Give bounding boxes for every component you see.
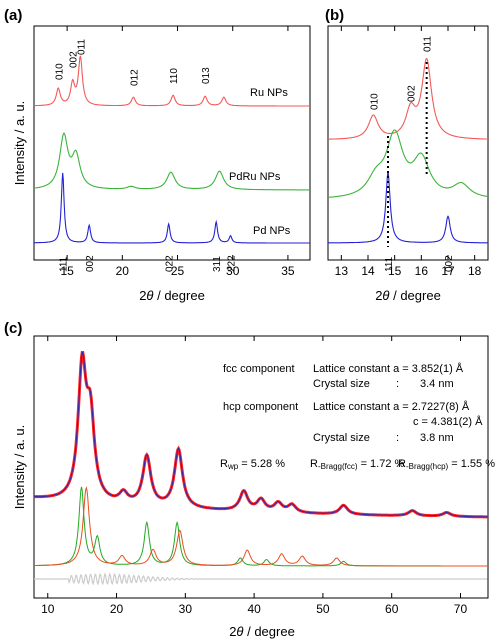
- panel-c-tick-label: 70: [454, 602, 468, 616]
- panel-a-tick-label: 20: [116, 264, 130, 278]
- panel-a-xlabel: 2θ / degree: [139, 288, 205, 303]
- panel-b-peak-010: 010: [369, 93, 380, 110]
- fcc-lattice: Lattice constant a = 3.852(1) Å: [313, 362, 464, 375]
- panel-a-series-pdru: PdRu NPs: [229, 171, 281, 183]
- panel-b-peak-011: 011: [423, 36, 434, 52]
- hcp-lattice-c: c = 4.381(2) Å: [413, 415, 483, 428]
- fcc-size-label: Crystal size: [313, 378, 370, 390]
- panel-c-xlabel-unit: / degree: [243, 624, 294, 639]
- panel-a-curve-0: [34, 55, 310, 107]
- panel-c-ylabel: Intensity / a. u.: [12, 425, 27, 510]
- panel-c-hcp: [34, 485, 488, 567]
- peak-label-011: 011: [76, 39, 87, 55]
- panel-a-curves: [33, 55, 310, 244]
- panel-b-xticks: 13 14 15 16 17 18: [335, 26, 482, 278]
- peak-label-222: 222: [227, 255, 238, 272]
- panel-a-frame: [33, 25, 311, 261]
- panel-a-series-pd: Pd NPs: [253, 225, 291, 237]
- panel-c-tick-label: 50: [316, 602, 330, 616]
- panel-c-calculated: [33, 352, 488, 518]
- peak-label-311: 311: [212, 256, 223, 272]
- panel-c-frame: [33, 335, 489, 599]
- panel-b-xlabel-unit: / degree: [389, 288, 440, 303]
- panel-a-xlabel-2: 2: [139, 288, 146, 303]
- panel-b-curve-0: [328, 57, 488, 140]
- panel-a-xticks: 15 20 25 30 35: [60, 26, 295, 278]
- panel-a-curve-1: [33, 132, 310, 191]
- panel-a-curve-2: [34, 172, 310, 244]
- peak-label-110: 110: [169, 68, 180, 84]
- panel-c-tick-label: 60: [385, 602, 399, 616]
- panel-b-tick-label: 14: [361, 264, 375, 278]
- rbragg-fcc-text: R-Bragg(fcc) = 1.72 %: [310, 458, 405, 471]
- peak-label-012: 012: [129, 69, 140, 86]
- peak-label-013: 013: [201, 67, 212, 84]
- panel-b-tick-label: 15: [388, 264, 402, 278]
- panel-c-tick-label: 40: [247, 602, 261, 616]
- panel-b-peak-111: 111: [384, 256, 395, 272]
- panel-b: (b) 13 14 15 16 17 18 2θ / degree 010 002 011 11…: [325, 7, 489, 303]
- panel-c-xlabel-theta: θ: [236, 624, 243, 639]
- panel-c-curves: [33, 351, 488, 586]
- hcp-size-label: Crystal size: [313, 432, 370, 444]
- panel-b-tick-label: 17: [441, 264, 455, 278]
- peak-label-002b: 002: [85, 255, 96, 272]
- panel-b-peak-labels: 010 002 011 111 002: [369, 36, 455, 272]
- panel-b-label: (b): [325, 7, 344, 24]
- panel-c-difference: [34, 572, 488, 586]
- panel-c-xticks: 10 20 30 40 50 60 70: [41, 336, 467, 616]
- panel-a-tick-label: 25: [171, 264, 185, 278]
- peak-label-010: 010: [54, 63, 65, 80]
- hcp-size-colon: :: [396, 432, 399, 444]
- panel-b-tick-label: 13: [335, 264, 349, 278]
- panel-c-label: (c): [4, 320, 22, 337]
- panel-c-info: fcc component Lattice constant a = 3.852…: [220, 362, 495, 471]
- panel-a-tick-label: 15: [60, 264, 74, 278]
- peak-label-022: 022: [165, 255, 176, 272]
- panel-a: (a) Intensity / a. u. 15 20 25 30 35 2θ / de…: [4, 7, 311, 303]
- panel-b-frame: [327, 25, 489, 261]
- fcc-size-colon: :: [396, 378, 399, 390]
- rwp-text: Rwp = 5.28 %: [220, 458, 285, 471]
- panel-c-tick-label: 30: [179, 602, 193, 616]
- hcp-name: hcp component: [223, 401, 298, 413]
- panel-a-series-ru: Ru NPs: [250, 87, 288, 99]
- fcc-size-value: 3.4 nm: [420, 378, 454, 390]
- panel-b-peak-002: 002: [407, 85, 418, 102]
- panel-c-xlabel-2: 2: [229, 624, 236, 639]
- hcp-lattice-a: Lattice constant a = 2.7227(8) Å: [313, 400, 470, 413]
- panel-a-xlabel-theta: θ: [146, 288, 153, 303]
- panel-c: (c) Intensity / a. u. 10 20 30 40 50 60 70 2θ …: [4, 320, 495, 639]
- panel-b-peak-002b: 002: [444, 255, 455, 272]
- panel-b-tick-label: 16: [415, 264, 429, 278]
- panel-b-curve-1: [327, 129, 489, 198]
- panel-b-xlabel-2: 2: [375, 288, 382, 303]
- panel-b-curve-2: [328, 173, 488, 244]
- panel-b-curves: [327, 57, 489, 247]
- peak-label-002: 002: [69, 51, 80, 68]
- rbragg-hcp-text: R-Bragg(hcp) = 1.55 %: [398, 458, 495, 471]
- panel-c-tick-label: 10: [41, 602, 55, 616]
- panel-a-tick-label: 30: [226, 264, 240, 278]
- fcc-name: fcc component: [223, 363, 295, 375]
- panel-b-xlabel-theta: θ: [382, 288, 389, 303]
- panel-c-xlabel: 2θ / degree: [229, 624, 295, 639]
- panel-c-tick-label: 20: [110, 602, 124, 616]
- panel-a-label: (a): [4, 7, 22, 24]
- panel-a-ylabel: Intensity / a. u.: [12, 101, 27, 186]
- panel-b-tick-label: 18: [468, 264, 482, 278]
- panel-a-xlabel-unit: / degree: [153, 288, 204, 303]
- peak-label-111: 111: [59, 256, 70, 272]
- panel-b-xlabel: 2θ / degree: [375, 288, 441, 303]
- hcp-size-value: 3.8 nm: [420, 432, 454, 444]
- panel-a-tick-label: 35: [281, 264, 295, 278]
